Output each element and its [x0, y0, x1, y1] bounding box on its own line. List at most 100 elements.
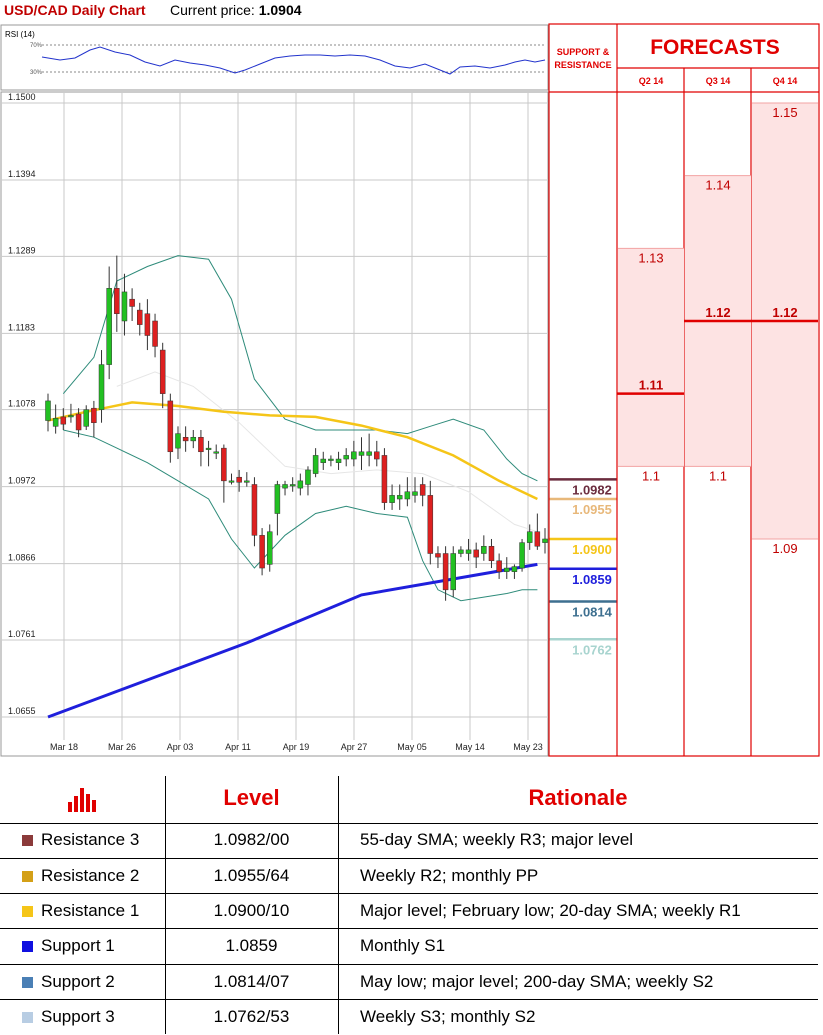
current-price-label: Current price: 1.0904	[170, 2, 302, 18]
candle-body	[534, 531, 541, 547]
candle-body	[435, 553, 441, 558]
x-tick-label: May 14	[455, 742, 485, 752]
quarter-q4: Q4 14	[773, 76, 798, 86]
candle-body	[289, 484, 296, 487]
quarter-q3: Q3 14	[706, 76, 731, 86]
candle-body	[190, 436, 197, 442]
row-name: Support 3	[41, 1007, 115, 1026]
candle-body	[83, 409, 89, 427]
table-row: Resistance 3 1.0982/00 55-day SMA; weekl…	[0, 822, 823, 858]
resistance-3-swatch	[22, 835, 33, 846]
candle-body	[159, 349, 166, 394]
table-header-rationale: Rationale	[528, 785, 628, 810]
forecast-panel: SUPPORT & RESISTANCE FORECASTS Q2 14 Q3 …	[548, 23, 820, 757]
row-name: Resistance 2	[41, 866, 140, 885]
candle-body	[121, 291, 128, 322]
support-resistance-levels: 1.0982 1.0955 1.0900 1.0859 1.0814 1.0762	[549, 478, 617, 657]
support-1-swatch	[22, 941, 33, 952]
candle-body	[198, 436, 204, 453]
row-name: Resistance 1	[41, 901, 140, 920]
candle-body	[305, 469, 311, 485]
candle-body	[312, 455, 319, 474]
sr-level-label: 1.0955	[572, 502, 612, 517]
x-axis-ticks: Mar 18 Mar 26 Apr 03 Apr 11 Apr 19 Apr 27 May …	[50, 742, 543, 752]
resistance-2-swatch	[22, 871, 33, 882]
candle-body	[450, 553, 456, 591]
forecast-value-label: 1.12	[772, 305, 797, 320]
row-level: 1.0859	[225, 936, 278, 955]
candle-body	[106, 288, 112, 365]
candle-body	[244, 480, 250, 483]
table-row: Support 2 1.0814/07 May low; major level…	[0, 964, 823, 1000]
candle-body	[274, 484, 281, 514]
plot-frame	[0, 91, 549, 757]
bollinger-bands	[62, 255, 538, 602]
forecast-value-label: 1.13	[638, 250, 663, 265]
candle-body	[396, 495, 403, 500]
row-rationale: Major level; February low; 20-day SMA; w…	[360, 901, 741, 920]
candle-body	[98, 364, 105, 410]
candle-body	[60, 416, 67, 425]
candle-body	[75, 413, 82, 431]
sr-level-label: 1.0859	[572, 572, 612, 587]
candle-body	[465, 549, 472, 554]
table-col-divider-2	[338, 776, 339, 1034]
forecast-value-label: 1.1	[709, 468, 727, 483]
rsi-70-tick: 70%	[30, 43, 43, 49]
forecast-value-label: 1.09	[772, 541, 797, 556]
y-tick-label: 1.1183	[8, 322, 35, 332]
candle-body	[205, 447, 212, 450]
sr-level-label: 1.0900	[572, 542, 612, 557]
table-row: Resistance 1 1.0900/10 Major level; Febr…	[0, 893, 823, 929]
x-tick-label: Mar 18	[50, 742, 78, 752]
bollinger-lower-line	[63, 429, 538, 602]
table-header-icon-cell	[0, 776, 165, 823]
row-level: 1.0982/00	[213, 830, 290, 849]
candle-body	[419, 484, 426, 496]
candle-body	[351, 451, 357, 460]
chart-header: USD/CAD Daily Chart Current price: 1.090…	[0, 0, 550, 24]
candle-body	[68, 415, 74, 418]
row-name: Support 2	[41, 972, 115, 991]
forecasts-title: FORECASTS	[650, 36, 780, 59]
candle-body	[458, 549, 464, 554]
forecast-range-band	[618, 248, 684, 467]
table-col-divider-1	[165, 776, 166, 1034]
candle-body	[427, 495, 434, 554]
row-level: 1.0814/07	[213, 972, 290, 991]
support-2-swatch	[22, 977, 33, 988]
candle-body	[182, 436, 189, 442]
row-rationale: May low; major level; 200-day SMA; weekl…	[360, 972, 714, 991]
candle-body	[511, 566, 518, 572]
current-price-value: 1.0904	[258, 2, 302, 18]
candle-body	[114, 288, 120, 314]
candle-body	[91, 407, 97, 423]
bollinger-upper-line	[62, 255, 538, 482]
candle-body	[213, 451, 219, 454]
y-axis-ticks: 1.1500 1.1394 1.1289 1.1183 1.1078 1.0972 1.08…	[8, 92, 36, 716]
x-tick-label: Apr 19	[283, 742, 310, 752]
candle-body	[320, 458, 327, 463]
candle-body	[473, 549, 479, 558]
candle-body	[236, 476, 242, 483]
x-tick-label: May 23	[513, 742, 543, 752]
grid-lines	[2, 93, 547, 740]
candle-body	[381, 455, 388, 503]
sr-level-label: 1.0982	[572, 482, 612, 497]
x-tick-label: Apr 03	[167, 742, 194, 752]
row-rationale: Weekly S3; monthly S2	[360, 1007, 536, 1026]
candle-body	[266, 531, 273, 565]
candle-body	[251, 484, 258, 536]
candle-body	[221, 447, 227, 482]
support-3-swatch	[22, 1012, 33, 1023]
row-name: Support 1	[41, 936, 115, 955]
sma-20-line	[116, 371, 538, 533]
table-row: Support 1 1.0859 Monthly S1	[0, 928, 823, 964]
support-title-line2: RESISTANCE	[554, 60, 611, 70]
moving-averages	[47, 371, 538, 719]
y-tick-label: 1.0761	[8, 629, 36, 639]
rsi-panel: RSI (14) 70% 30%	[0, 24, 549, 91]
forecast-value-label: 1.11	[639, 378, 664, 393]
usdcad-chart: RSI (14) 70% 30% 1.1500 1.1394 1.1289 1.118…	[0, 23, 820, 757]
y-tick-label: 1.1078	[8, 399, 36, 409]
